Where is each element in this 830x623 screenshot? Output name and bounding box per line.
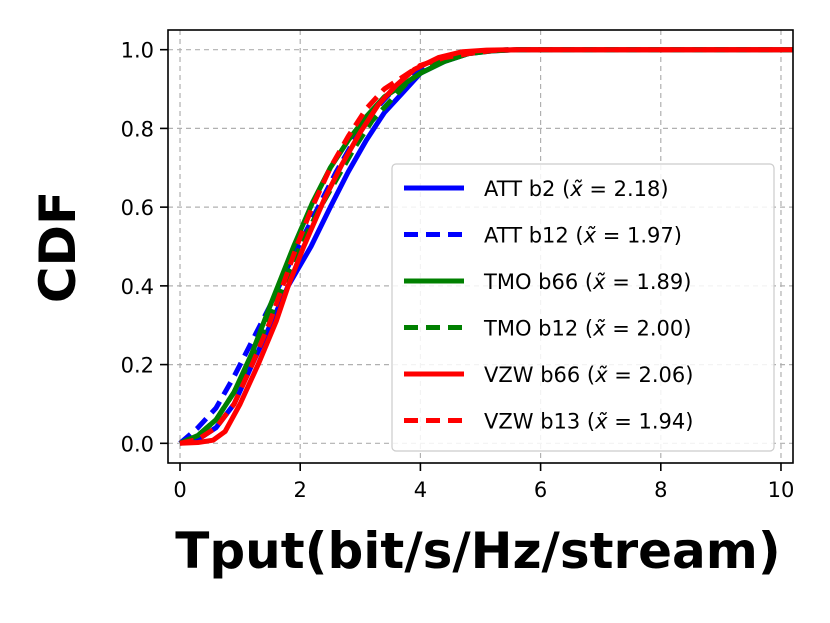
x-tick-label: 0 [173, 478, 186, 502]
legend-box [391, 163, 775, 452]
y-tick-label: 0.2 [121, 354, 154, 378]
legend-entry-1: ATT b12 (x̃ = 1.97) [484, 224, 682, 248]
y-tick-label: 0.4 [121, 275, 154, 299]
x-axis-label: Tput(bit/s/Hz/stream) [175, 522, 781, 580]
y-tick-label: 0.6 [121, 196, 154, 220]
legend-entry-3: TMO b12 (x̃ = 2.00) [483, 317, 691, 341]
legend-entry-2: TMO b66 (x̃ = 1.89) [483, 270, 691, 294]
x-tick-label: 6 [534, 478, 547, 502]
x-tick-label: 4 [414, 478, 427, 502]
x-tick-label: 8 [654, 478, 667, 502]
legend: ATT b2 (x̃ = 2.18) ATT b12 (x̃ = 1.97) TMO… [391, 163, 775, 452]
x-tick-label: 2 [294, 478, 307, 502]
legend-entry-0: ATT b2 (x̃ = 2.18) [484, 177, 669, 201]
legend-entry-4: VZW b66 (x̃ = 2.06) [484, 363, 693, 387]
legend-entry-5: VZW b13 (x̃ = 1.94) [484, 410, 693, 434]
y-tick-label: 1.0 [121, 39, 154, 63]
plot-frame [167, 29, 794, 464]
y-tick-label: 0.8 [121, 117, 154, 141]
series-layer [178, 47, 793, 446]
x-tick-label: 10 [768, 478, 795, 502]
series-line-5 [179, 47, 793, 446]
y-axis-label: CDF [29, 191, 87, 303]
ticks: 0 2 4 6 8 10 0.0 0.2 0.4 0.6 0.8 1.0 [121, 39, 795, 502]
y-tick-label: 0.0 [121, 432, 154, 456]
series-line-4 [179, 47, 793, 446]
